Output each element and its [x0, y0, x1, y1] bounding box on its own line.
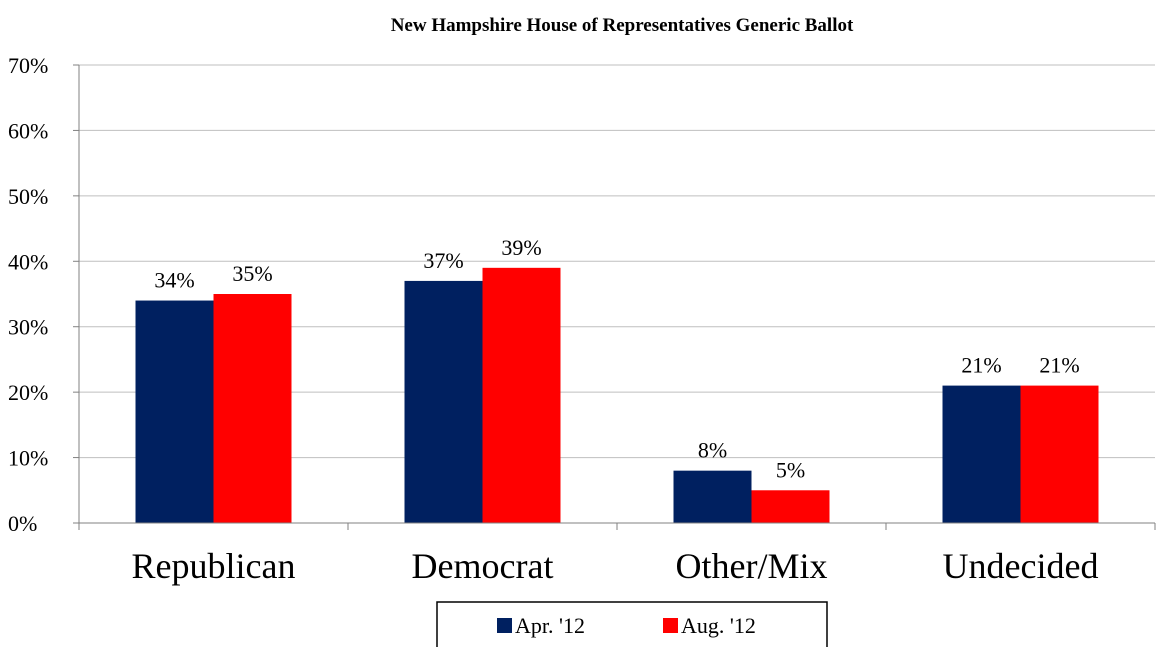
y-tick-label: 0% — [8, 511, 37, 536]
y-axis-ticks: 0% 10% 20% 30% 40% 50% 60% 70% — [8, 53, 79, 536]
chart-title: New Hampshire House of Representatives G… — [391, 15, 854, 36]
data-label: 21% — [1039, 353, 1079, 378]
axes — [78, 65, 1156, 530]
bar — [213, 294, 292, 523]
y-tick-label: 40% — [8, 249, 48, 274]
bar — [404, 280, 483, 523]
y-tick-label: 60% — [8, 118, 48, 143]
bar — [135, 300, 214, 523]
y-tick-label: 50% — [8, 184, 48, 209]
legend-label: Aug. '12 — [681, 613, 756, 638]
x-axis-categories: Republican Democrat Other/Mix Undecided — [132, 546, 1099, 586]
x-category-label: Democrat — [412, 546, 554, 586]
data-label: 21% — [961, 353, 1001, 378]
data-label: 39% — [501, 235, 541, 260]
y-tick-label: 20% — [8, 380, 48, 405]
bar — [673, 470, 752, 523]
legend: Apr. '12 Aug. '12 — [436, 601, 828, 647]
data-label: 37% — [423, 248, 463, 273]
bars — [135, 267, 1099, 523]
bar — [482, 267, 561, 523]
x-category-label: Other/Mix — [676, 546, 828, 586]
bar — [1020, 385, 1099, 523]
y-tick-label: 30% — [8, 315, 48, 340]
bar — [751, 490, 830, 523]
x-category-label: Undecided — [943, 546, 1099, 586]
data-label: 8% — [698, 438, 727, 463]
x-category-label: Republican — [132, 546, 296, 586]
data-label: 35% — [232, 261, 272, 286]
y-tick-label: 70% — [8, 53, 48, 78]
legend-label: Apr. '12 — [515, 613, 585, 638]
data-label: 5% — [776, 457, 805, 482]
data-label: 34% — [154, 268, 194, 293]
legend-box — [436, 601, 828, 647]
data-labels: 34% 35% 37% 39% 8% 5% 21% 21% — [154, 235, 1079, 482]
bar — [942, 385, 1021, 523]
legend-swatch — [497, 618, 512, 633]
legend-swatch — [663, 618, 678, 633]
y-tick-label: 10% — [8, 446, 48, 471]
